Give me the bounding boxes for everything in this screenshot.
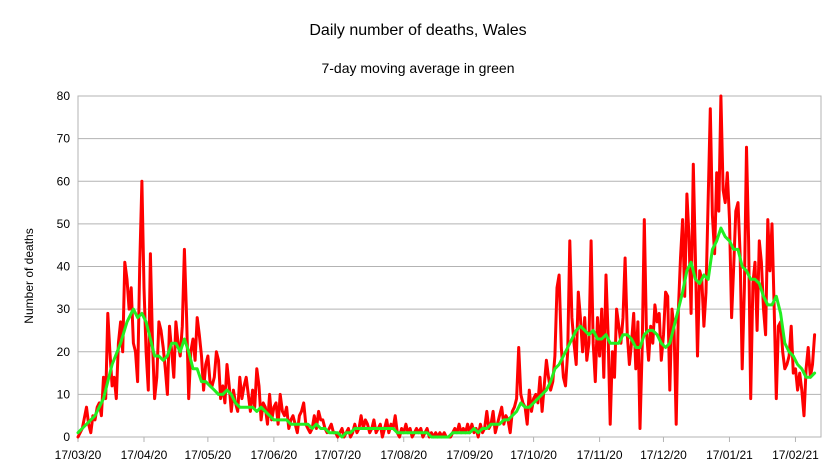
chart-title: Daily number of deaths, Wales	[309, 22, 526, 39]
x-tick-label: 17/10/20	[510, 448, 557, 462]
y-tick-label: 50	[57, 217, 71, 231]
y-tick-label: 70	[57, 132, 71, 146]
y-tick-label: 60	[57, 174, 71, 188]
x-tick-labels: 17/03/20 17/04/20 17/05/20 17/06/20 17/07/20…	[55, 437, 819, 462]
y-axis-label: Number of deaths	[22, 228, 36, 323]
x-tick-label: 17/11/20	[577, 448, 623, 462]
x-tick-label: 17/03/20	[55, 448, 102, 462]
x-tick-label: 17/05/20	[185, 448, 232, 462]
chart-subtitle: 7-day moving average in green	[321, 60, 514, 76]
x-tick-label: 17/02/21	[772, 448, 819, 462]
x-tick-label: 17/08/20	[380, 448, 427, 462]
y-tick-labels: 0 10 20 30 40 50 60 70 80	[57, 89, 71, 444]
y-tick-label: 10	[57, 387, 71, 401]
series-moving-average-line	[76, 226, 817, 439]
y-tick-label: 0	[63, 430, 70, 444]
x-tick-label: 17/12/20	[640, 448, 687, 462]
y-tick-label: 80	[57, 89, 71, 103]
series-lines	[76, 94, 817, 439]
x-tick-label: 17/09/20	[446, 448, 493, 462]
y-tick-label: 20	[57, 345, 71, 359]
x-tick-label: 17/06/20	[251, 448, 298, 462]
y-tick-label: 40	[57, 260, 71, 274]
y-tick-label: 30	[57, 302, 71, 316]
x-tick-label: 17/07/20	[314, 448, 361, 462]
x-tick-label: 17/04/20	[121, 448, 168, 462]
x-tick-label: 17/01/21	[706, 448, 753, 462]
